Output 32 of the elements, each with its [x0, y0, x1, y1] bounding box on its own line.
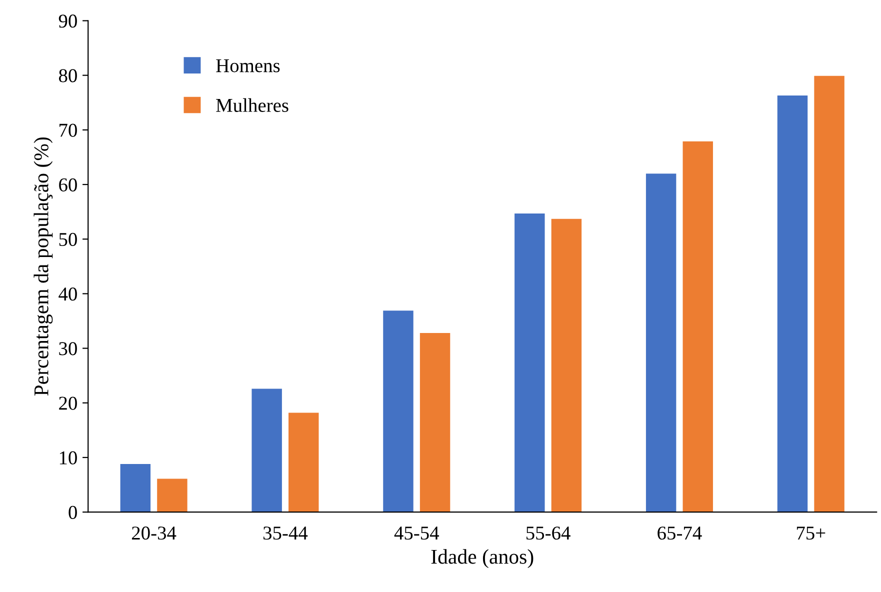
- bar: [814, 76, 844, 512]
- y-tick-label: 90: [58, 14, 77, 28]
- bar: [514, 213, 545, 512]
- x-tick-label: 20-34: [132, 526, 176, 540]
- x-tick-label: 65-74: [658, 526, 702, 540]
- y-tick-label: 60: [59, 178, 77, 192]
- y-tick-label: 50: [59, 232, 77, 246]
- x-tick-label: 55-64: [526, 526, 570, 540]
- bar: [551, 218, 582, 512]
- bar: [646, 174, 676, 512]
- y-axis-title: Percentagem da população (%): [34, 137, 53, 396]
- bar: [120, 464, 151, 512]
- y-tick-label: 10: [60, 451, 77, 464]
- y-tick-label: 70: [60, 124, 77, 137]
- x-tick-label: 75+: [796, 526, 826, 540]
- bar: [252, 388, 282, 512]
- bar: [383, 310, 414, 512]
- x-tick-label: 35-44: [263, 526, 308, 540]
- y-tick-label: 40: [58, 288, 77, 301]
- bar: [157, 478, 188, 512]
- y-tick-label: 20: [59, 396, 77, 410]
- bar: [288, 412, 319, 512]
- legend-label: Homens: [216, 59, 280, 72]
- x-axis-title: Idade (anos): [431, 549, 534, 568]
- x-tick-label: 45-54: [394, 526, 440, 540]
- bar: [682, 141, 713, 512]
- y-tick-label: 30: [59, 342, 77, 356]
- bar: [420, 333, 450, 512]
- y-tick-label: 80: [58, 69, 77, 82]
- legend-label: Mulheres: [216, 98, 288, 112]
- y-tick-label: 0: [68, 506, 77, 520]
- bar: [777, 96, 808, 512]
